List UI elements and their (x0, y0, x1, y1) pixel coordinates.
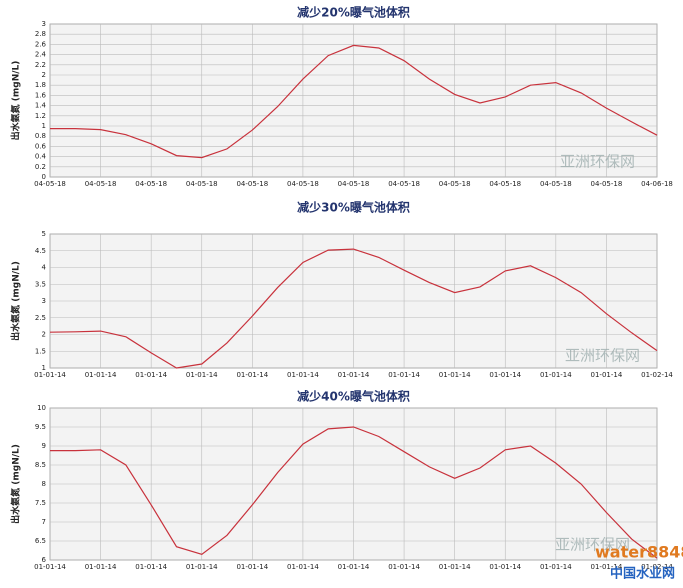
x-tick-label: 04-05-18 (236, 180, 268, 188)
y-tick-label: 1.5 (35, 347, 46, 355)
y-tick-label: 1 (42, 122, 46, 130)
x-tick-label: 04-05-18 (591, 180, 623, 188)
y-tick-label: 7 (42, 518, 46, 526)
x-tick-label: 01-01-14 (85, 371, 117, 379)
x-tick-label: 01-01-14 (338, 371, 370, 379)
y-tick-label: 2 (42, 331, 46, 339)
y-tick-label: 2.6 (35, 40, 47, 48)
x-tick-label: 01-01-14 (236, 371, 268, 379)
x-tick-label: 04-05-18 (34, 180, 66, 188)
x-tick-label: 01-01-14 (388, 371, 420, 379)
y-tick-label: 0.2 (35, 163, 46, 171)
x-tick-label: 04-05-18 (540, 180, 572, 188)
y-tick-label: 9 (42, 442, 46, 450)
x-tick-label: 04-05-18 (388, 180, 420, 188)
data-line (49, 248, 658, 369)
x-tick-label: 04-05-18 (439, 180, 471, 188)
y-axis-label: 出水氨氮 (mgN/L) (10, 444, 22, 524)
chart-title: 减少20%曝气池体积 (297, 5, 410, 20)
y-tick-label: 1.4 (35, 102, 47, 110)
x-tick-label: 01-02-14 (641, 371, 673, 379)
x-tick-label: 04-05-18 (338, 180, 370, 188)
y-tick-label: 3.5 (35, 280, 46, 288)
x-tick-label: 01-01-14 (439, 371, 471, 379)
x-tick-label: 01-01-14 (186, 371, 218, 379)
x-tick-label: 01-02-14 (641, 563, 673, 571)
y-tick-label: 6.5 (35, 537, 46, 545)
x-tick-label: 04-05-18 (85, 180, 117, 188)
y-tick-label: 1.8 (35, 81, 46, 89)
x-tick-label: 01-01-14 (388, 563, 420, 571)
watermark: 亚洲环保网 (555, 536, 630, 554)
y-tick-label: 3 (42, 20, 46, 28)
watermark: 亚洲环保网 (565, 347, 640, 365)
x-tick-label: 01-01-14 (85, 563, 117, 571)
y-tick-label: 6 (42, 556, 47, 564)
x-tick-label: 04-05-18 (186, 180, 218, 188)
x-tick-label: 01-01-14 (34, 371, 66, 379)
x-tick-label: 01-01-14 (540, 563, 572, 571)
y-tick-label: 0.6 (35, 142, 47, 150)
x-tick-label: 01-01-14 (236, 563, 268, 571)
x-tick-label: 01-01-14 (338, 563, 370, 571)
x-tick-label: 01-01-14 (287, 563, 319, 571)
y-axis-label: 出水氨氮 (mgN/L) (10, 61, 22, 141)
y-tick-label: 2.5 (35, 314, 46, 322)
y-tick-label: 1.6 (35, 91, 47, 99)
x-tick-label: 01-01-14 (34, 563, 66, 571)
watermark: water8848 (595, 543, 683, 562)
y-tick-label: 10 (37, 404, 46, 412)
chart-title: 减少40%曝气池体积 (297, 389, 410, 404)
y-tick-label: 9.5 (35, 423, 46, 431)
y-tick-label: 2.4 (35, 51, 47, 59)
x-tick-label: 01-01-14 (186, 563, 218, 571)
x-tick-label: 01-01-14 (591, 563, 623, 571)
x-tick-label: 01-01-14 (135, 563, 167, 571)
y-tick-label: 1.2 (35, 112, 46, 120)
x-tick-label: 01-01-14 (287, 371, 319, 379)
y-tick-label: 8 (42, 480, 46, 488)
x-tick-label: 01-01-14 (591, 371, 623, 379)
x-tick-label: 01-01-14 (489, 371, 521, 379)
x-tick-label: 01-01-14 (135, 371, 167, 379)
y-tick-label: 2.2 (35, 61, 46, 69)
y-tick-label: 1 (42, 364, 46, 372)
x-tick-label: 04-05-18 (287, 180, 319, 188)
y-tick-label: 2.8 (35, 30, 46, 38)
x-tick-label: 04-05-18 (489, 180, 521, 188)
y-tick-label: 0 (42, 173, 46, 181)
data-line (50, 44, 658, 159)
data-line (50, 426, 658, 559)
x-tick-label: 01-01-14 (439, 563, 471, 571)
x-tick-label: 04-06-18 (641, 180, 673, 188)
chart-title: 减少30%曝气池体积 (297, 200, 410, 215)
watermark: 中国水业网 (610, 566, 675, 582)
y-tick-label: 7.5 (35, 499, 46, 507)
watermark: 亚洲环保网 (560, 153, 635, 171)
y-tick-label: 4 (42, 264, 47, 272)
y-tick-label: 2 (42, 71, 46, 79)
y-tick-label: 0.8 (35, 132, 46, 140)
x-tick-label: 04-05-18 (135, 180, 167, 188)
y-tick-label: 5 (42, 230, 46, 238)
x-tick-label: 01-01-14 (540, 371, 572, 379)
y-tick-label: 3 (42, 297, 46, 305)
y-tick-label: 0.4 (35, 153, 47, 161)
x-tick-label: 01-01-14 (489, 563, 521, 571)
y-axis-label: 出水氨氮 (mgN/L) (10, 261, 22, 341)
y-tick-label: 8.5 (35, 461, 46, 469)
y-tick-label: 4.5 (35, 247, 46, 255)
